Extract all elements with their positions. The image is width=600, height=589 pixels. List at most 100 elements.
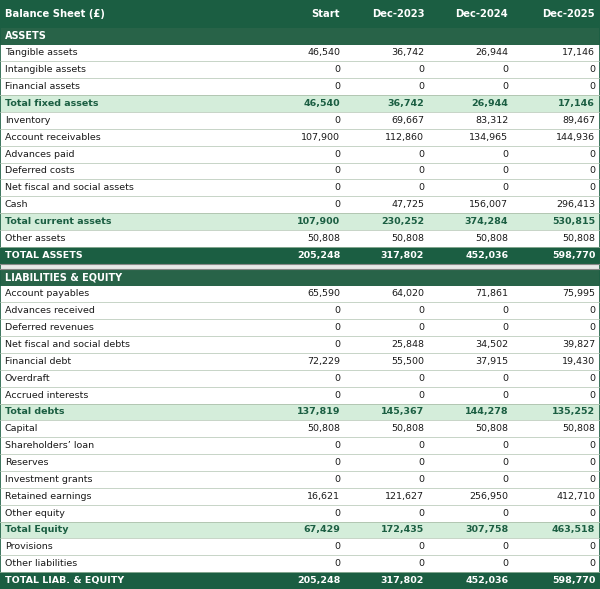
Text: 0: 0: [418, 82, 424, 91]
Text: 0: 0: [502, 441, 508, 450]
Bar: [0, 522, 600, 538]
Text: 0: 0: [418, 509, 424, 518]
Text: 75,995: 75,995: [562, 290, 595, 299]
Text: 0: 0: [418, 441, 424, 450]
Text: 0: 0: [502, 458, 508, 467]
Text: 0: 0: [589, 306, 595, 315]
Text: 0: 0: [334, 509, 340, 518]
Text: 317,802: 317,802: [381, 251, 424, 260]
Text: 205,248: 205,248: [297, 576, 340, 585]
Text: 0: 0: [502, 167, 508, 176]
Text: 36,742: 36,742: [388, 99, 424, 108]
Text: 65,590: 65,590: [307, 290, 340, 299]
Text: 0: 0: [334, 559, 340, 568]
Text: 50,808: 50,808: [562, 234, 595, 243]
Bar: [0, 129, 600, 145]
Text: Accrued interests: Accrued interests: [5, 391, 88, 400]
Text: 296,413: 296,413: [556, 200, 595, 209]
Bar: [0, 437, 600, 454]
Text: 0: 0: [418, 323, 424, 332]
Text: Start: Start: [312, 9, 340, 19]
Text: 39,827: 39,827: [562, 340, 595, 349]
Text: Net fiscal and social debts: Net fiscal and social debts: [5, 340, 130, 349]
Bar: [0, 78, 600, 95]
Text: Inventory: Inventory: [5, 116, 50, 125]
Text: 0: 0: [418, 391, 424, 400]
Bar: [0, 319, 600, 336]
Text: 0: 0: [334, 542, 340, 551]
Text: 598,770: 598,770: [552, 251, 595, 260]
Text: Dec-2023: Dec-2023: [372, 9, 424, 19]
Bar: [0, 145, 600, 163]
Bar: [0, 387, 600, 403]
Text: Capital: Capital: [5, 424, 38, 434]
Text: 0: 0: [589, 183, 595, 193]
Text: TOTAL LIAB. & EQUITY: TOTAL LIAB. & EQUITY: [5, 576, 124, 585]
Text: 0: 0: [589, 82, 595, 91]
Text: Provisions: Provisions: [5, 542, 53, 551]
Text: 230,252: 230,252: [381, 217, 424, 226]
Text: 205,248: 205,248: [297, 251, 340, 260]
Bar: [0, 421, 600, 437]
Bar: [0, 213, 600, 230]
Text: 71,861: 71,861: [475, 290, 508, 299]
Text: 17,146: 17,146: [562, 48, 595, 58]
Bar: [0, 538, 600, 555]
Text: 69,667: 69,667: [391, 116, 424, 125]
Text: 50,808: 50,808: [391, 424, 424, 434]
Text: Retained earnings: Retained earnings: [5, 492, 91, 501]
Bar: [0, 61, 600, 78]
Bar: [0, 45, 600, 61]
Text: 412,710: 412,710: [556, 492, 595, 501]
Bar: [0, 0, 600, 28]
Bar: [0, 370, 600, 387]
Bar: [0, 555, 600, 572]
Text: 0: 0: [334, 340, 340, 349]
Bar: [0, 112, 600, 129]
Text: 64,020: 64,020: [391, 290, 424, 299]
Text: 172,435: 172,435: [381, 525, 424, 534]
Bar: [0, 269, 600, 286]
Text: 0: 0: [502, 542, 508, 551]
Text: Other equity: Other equity: [5, 509, 65, 518]
Text: 37,915: 37,915: [475, 357, 508, 366]
Bar: [0, 180, 600, 196]
Text: 0: 0: [334, 374, 340, 383]
Text: 0: 0: [502, 323, 508, 332]
Text: 0: 0: [502, 391, 508, 400]
Text: 144,936: 144,936: [556, 133, 595, 142]
Text: 307,758: 307,758: [465, 525, 508, 534]
Text: ASSETS: ASSETS: [5, 31, 47, 41]
Text: 112,860: 112,860: [385, 133, 424, 142]
Text: 0: 0: [418, 150, 424, 158]
Text: 156,007: 156,007: [469, 200, 508, 209]
Text: 374,284: 374,284: [465, 217, 508, 226]
Text: 50,808: 50,808: [475, 424, 508, 434]
Text: Intangible assets: Intangible assets: [5, 65, 86, 74]
Text: 0: 0: [589, 323, 595, 332]
Text: 16,621: 16,621: [307, 492, 340, 501]
Text: 0: 0: [418, 65, 424, 74]
Bar: [0, 28, 600, 45]
Bar: [0, 403, 600, 421]
Text: Total debts: Total debts: [5, 408, 64, 416]
Text: Financial debt: Financial debt: [5, 357, 71, 366]
Text: 317,802: 317,802: [381, 576, 424, 585]
Text: 0: 0: [589, 509, 595, 518]
Text: 50,808: 50,808: [475, 234, 508, 243]
Text: 0: 0: [334, 150, 340, 158]
Text: 134,965: 134,965: [469, 133, 508, 142]
Text: Financial assets: Financial assets: [5, 82, 80, 91]
Text: 0: 0: [418, 458, 424, 467]
Text: 72,229: 72,229: [307, 357, 340, 366]
Text: 0: 0: [502, 82, 508, 91]
Text: 0: 0: [334, 441, 340, 450]
Text: 55,500: 55,500: [391, 357, 424, 366]
Text: 0: 0: [589, 559, 595, 568]
Text: 0: 0: [589, 441, 595, 450]
Text: Dec-2024: Dec-2024: [455, 9, 508, 19]
Text: 0: 0: [418, 183, 424, 193]
Text: 0: 0: [502, 306, 508, 315]
Text: Overdraft: Overdraft: [5, 374, 50, 383]
Bar: [0, 247, 600, 264]
